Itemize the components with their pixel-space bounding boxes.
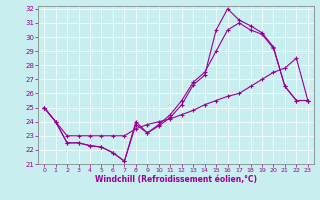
X-axis label: Windchill (Refroidissement éolien,°C): Windchill (Refroidissement éolien,°C) (95, 175, 257, 184)
